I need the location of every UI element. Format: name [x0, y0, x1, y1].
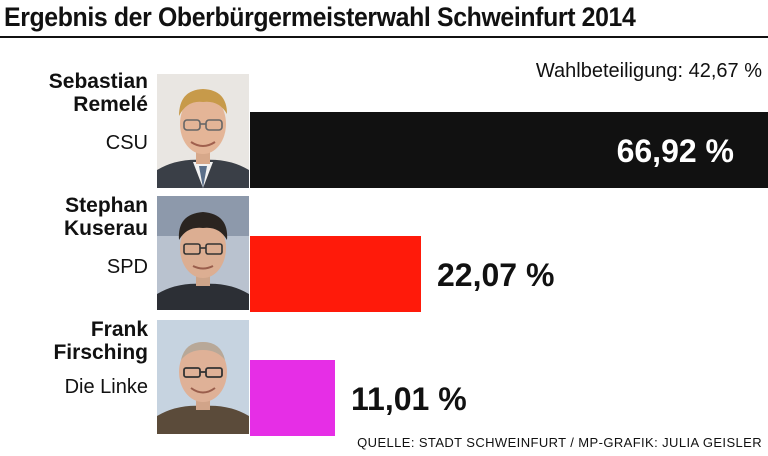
- bar-value-label-2: 22,07 %: [437, 257, 554, 293]
- candidate-photo-kuserau: [157, 196, 249, 310]
- party-label-spd: SPD: [106, 256, 148, 278]
- title-divider: [0, 36, 768, 38]
- candidate-firstname: Frank: [90, 318, 148, 341]
- candidate-lastname: Remelé: [73, 93, 148, 116]
- chart-title: Ergebnis der Oberbürgermeisterwahl Schwe…: [4, 2, 636, 32]
- candidate-name-firsching: Frank Firsching: [53, 318, 148, 364]
- bar-1: [250, 112, 768, 188]
- candidate-name-kuserau: Stephan Kuserau: [64, 194, 148, 240]
- candidate-photo-remele: [157, 74, 249, 188]
- party-label-csu: CSU: [105, 132, 148, 154]
- bar-value-label-3: 11,01 %: [351, 381, 467, 417]
- candidate-photo-firsching: [157, 320, 249, 434]
- source-credit: QUELLE: STADT SCHWEINFURT / MP-GRAFIK: J…: [357, 435, 762, 450]
- turnout-label: Wahlbeteiligung: 42,67 %: [535, 60, 762, 82]
- candidate-firstname: Stephan: [65, 194, 148, 217]
- candidate-lastname: Kuserau: [63, 217, 148, 240]
- bar-2: [250, 236, 421, 312]
- party-label-die-linke: Die Linke: [64, 376, 148, 398]
- bar-3: [250, 360, 335, 436]
- candidate-firstname: Sebastian: [48, 70, 148, 93]
- candidate-lastname: Firsching: [53, 341, 148, 364]
- bar-value-label-1: 66,92 %: [617, 133, 734, 169]
- candidate-name-remele: Sebastian Remelé: [49, 70, 148, 116]
